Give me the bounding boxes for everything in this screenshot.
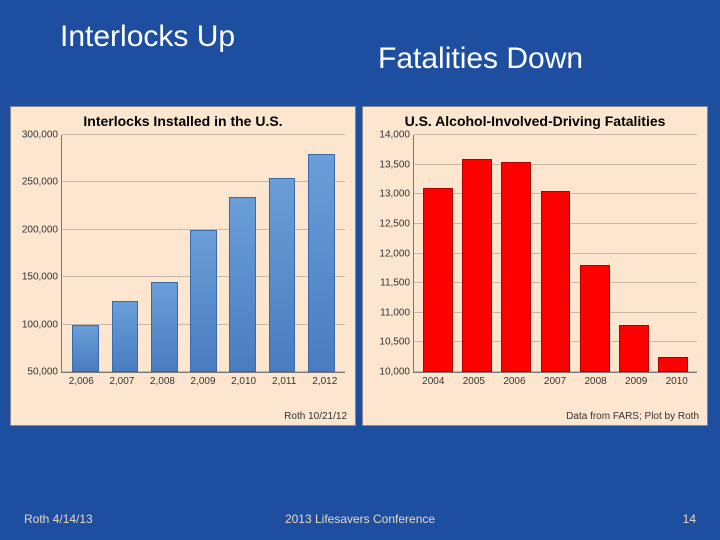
bar-slot bbox=[105, 135, 144, 372]
footer-left: Roth 4/14/13 bbox=[24, 512, 93, 526]
bar bbox=[229, 197, 256, 372]
bars-container bbox=[414, 135, 697, 372]
bar-slot bbox=[66, 135, 105, 372]
y-tick-label: 300,000 bbox=[22, 130, 62, 141]
y-tick-label: 13,500 bbox=[379, 159, 414, 170]
right-chart-xlabels: 2004200520062007200820092010 bbox=[413, 373, 697, 387]
right-chart-plot: 10,00010,50011,00011,50012,00012,50013,0… bbox=[413, 135, 697, 373]
x-tick-label: 2,008 bbox=[142, 373, 183, 387]
y-tick-label: 11,000 bbox=[380, 307, 414, 318]
bar-slot bbox=[184, 135, 223, 372]
bar bbox=[190, 230, 217, 372]
bar bbox=[501, 162, 531, 372]
bar-slot bbox=[145, 135, 184, 372]
y-tick-label: 12,500 bbox=[379, 218, 414, 229]
bar-slot bbox=[262, 135, 301, 372]
bar-slot bbox=[575, 135, 614, 372]
x-tick-label: 2007 bbox=[535, 373, 576, 387]
y-tick-label: 12,000 bbox=[379, 248, 414, 259]
bar bbox=[112, 301, 139, 372]
heading-right: Fatalities Down bbox=[378, 42, 583, 76]
bar bbox=[619, 325, 649, 372]
x-tick-label: 2010 bbox=[656, 373, 697, 387]
bar bbox=[462, 159, 492, 372]
y-tick-label: 250,000 bbox=[22, 177, 62, 188]
left-chart: Interlocks Installed in the U.S. 50,0001… bbox=[10, 106, 356, 426]
heading-left: Interlocks Up bbox=[60, 20, 360, 76]
x-tick-label: 2008 bbox=[575, 373, 616, 387]
footer-right: 14 bbox=[683, 512, 696, 526]
bar-slot bbox=[223, 135, 262, 372]
x-tick-label: 2,007 bbox=[102, 373, 143, 387]
bar-slot bbox=[497, 135, 536, 372]
x-tick-label: 2,009 bbox=[183, 373, 224, 387]
y-tick-label: 11,500 bbox=[380, 278, 414, 289]
headings-row: Interlocks Up Fatalities Down bbox=[0, 0, 720, 86]
footer-center: 2013 Lifesavers Conference bbox=[285, 512, 435, 526]
footer: Roth 4/14/13 2013 Lifesavers Conference … bbox=[0, 512, 720, 526]
y-tick-label: 50,000 bbox=[27, 367, 62, 378]
left-chart-title: Interlocks Installed in the U.S. bbox=[17, 113, 349, 129]
bar-slot bbox=[654, 135, 693, 372]
x-tick-label: 2,012 bbox=[304, 373, 345, 387]
bar bbox=[580, 265, 610, 372]
x-tick-label: 2009 bbox=[616, 373, 657, 387]
x-tick-label: 2005 bbox=[454, 373, 495, 387]
x-tick-label: 2006 bbox=[494, 373, 535, 387]
bar-slot bbox=[457, 135, 496, 372]
y-tick-label: 10,500 bbox=[379, 337, 414, 348]
charts-row: Interlocks Installed in the U.S. 50,0001… bbox=[0, 86, 720, 426]
bar bbox=[151, 282, 178, 372]
y-tick-label: 10,000 bbox=[379, 367, 414, 378]
right-chart-title: U.S. Alcohol-Involved-Driving Fatalities bbox=[369, 113, 701, 129]
x-tick-label: 2,006 bbox=[61, 373, 102, 387]
y-tick-label: 100,000 bbox=[22, 319, 62, 330]
bar-slot bbox=[418, 135, 457, 372]
bar bbox=[308, 154, 335, 372]
left-chart-xlabels: 2,0062,0072,0082,0092,0102,0112,012 bbox=[61, 373, 345, 387]
y-tick-label: 150,000 bbox=[22, 272, 62, 283]
y-tick-label: 14,000 bbox=[379, 130, 414, 141]
right-chart: U.S. Alcohol-Involved-Driving Fatalities… bbox=[362, 106, 708, 426]
x-tick-label: 2,010 bbox=[223, 373, 264, 387]
bar-slot bbox=[536, 135, 575, 372]
bar bbox=[541, 191, 571, 372]
y-tick-label: 200,000 bbox=[22, 224, 62, 235]
bar bbox=[269, 178, 296, 372]
x-tick-label: 2,011 bbox=[264, 373, 305, 387]
bar-slot bbox=[302, 135, 341, 372]
left-chart-plot: 50,000100,000150,000200,000250,000300,00… bbox=[61, 135, 345, 373]
left-chart-attribution: Roth 10/21/12 bbox=[284, 411, 347, 422]
bars-container bbox=[62, 135, 345, 372]
x-tick-label: 2004 bbox=[413, 373, 454, 387]
bar bbox=[72, 325, 99, 372]
bar-slot bbox=[614, 135, 653, 372]
right-chart-attribution: Data from FARS; Plot by Roth bbox=[566, 411, 699, 422]
y-tick-label: 13,000 bbox=[379, 189, 414, 200]
bar bbox=[658, 357, 688, 372]
bar bbox=[423, 188, 453, 372]
